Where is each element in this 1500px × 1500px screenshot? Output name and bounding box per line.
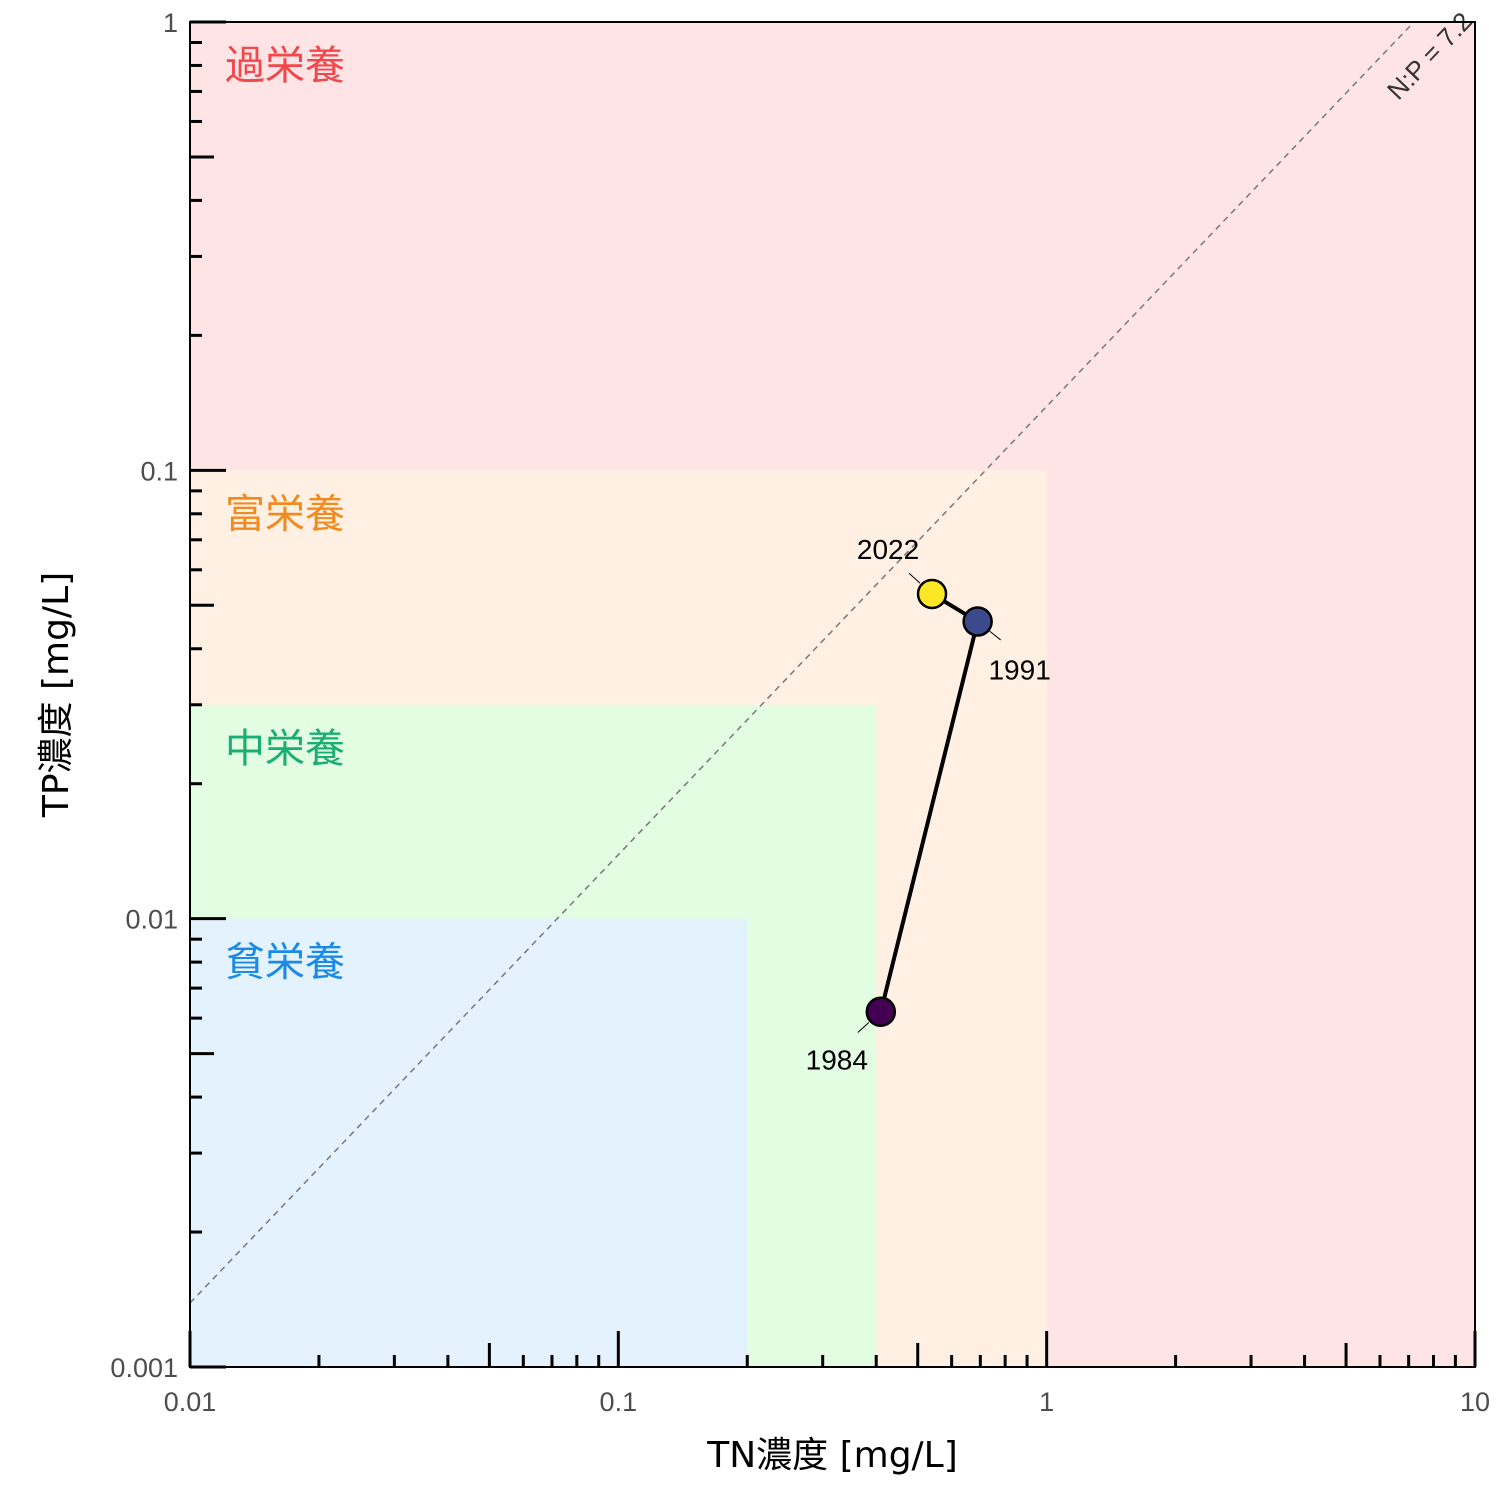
data-point-1984: [865, 996, 897, 1027]
y-axis-title: TP濃度 [mg/L]: [36, 572, 77, 818]
zone-label-0: 過栄養: [225, 43, 345, 89]
x-axis-title: TN濃度 [mg/L]: [706, 1435, 958, 1476]
data-series: 1984 1991 2022: [806, 534, 1051, 1076]
zone-label-1: 富栄養: [225, 491, 345, 537]
point-leader-2022: [908, 572, 921, 584]
y-tick-label: 0.001: [110, 1353, 178, 1383]
x-tick-label: 0.01: [164, 1387, 217, 1417]
point-label-1984: 1984: [806, 1045, 868, 1076]
point-label-1991: 1991: [988, 655, 1050, 686]
y-tick-label: 1: [163, 8, 178, 38]
point-label-2022: 2022: [857, 534, 919, 565]
x-tick-label: 1: [1039, 1387, 1054, 1417]
axes: 0.01 0.1 1 10 0.001 0.01 0.1 1: [110, 8, 1490, 1417]
np-ratio-line: [189, 21, 1415, 1304]
y-tick-label: 0.1: [140, 456, 178, 486]
point-leader-1991: [989, 630, 1001, 641]
point-leader-1984: [857, 1022, 870, 1033]
zone-label-3: 貧栄養: [225, 940, 345, 986]
data-point-2022: [916, 578, 948, 610]
x-tick-label: 10: [1460, 1387, 1490, 1417]
x-tick-label: 0.1: [600, 1387, 638, 1417]
zone-label-2: 中栄養: [225, 726, 345, 772]
plot-frame: [189, 21, 1476, 1368]
data-point-1991: [962, 606, 993, 637]
y-tick-label: 0.01: [125, 905, 178, 935]
zone-rect-3: [190, 918, 748, 1367]
